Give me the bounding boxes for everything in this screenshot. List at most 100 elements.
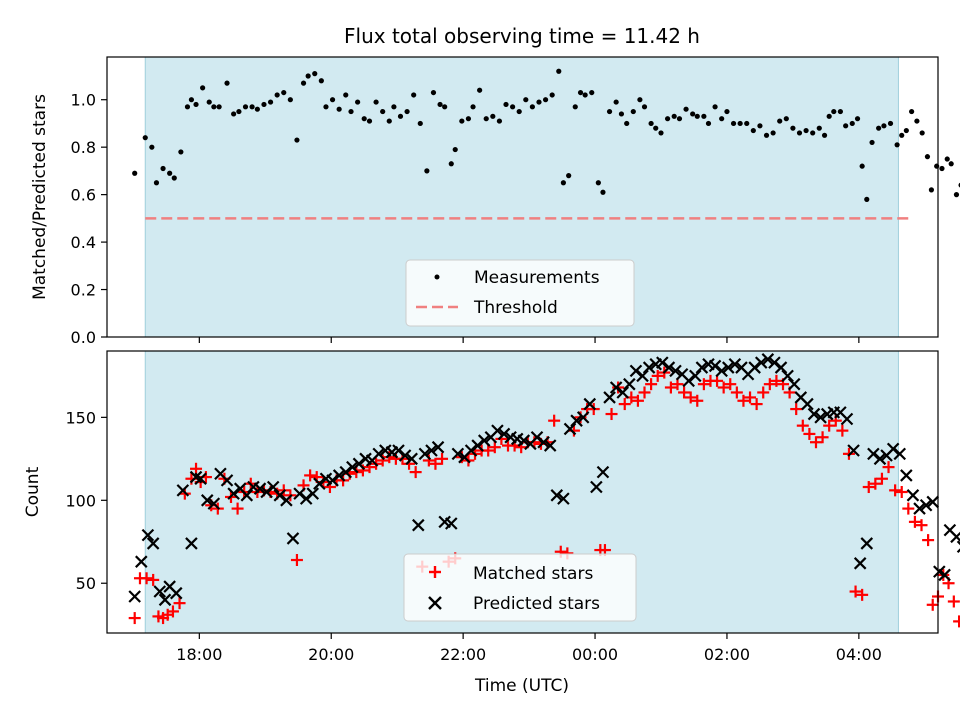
bottom-panel: 50 100 150 18:00 20:00 22:00 00:00 02:00 04:00 C… xyxy=(23,350,960,696)
predicted-star-point xyxy=(425,444,438,457)
measurement-point xyxy=(724,108,730,115)
x-axis-label: Time (UTC) xyxy=(474,676,569,696)
y-tick-label: 0.4 xyxy=(71,233,96,252)
matched-star-point xyxy=(889,484,902,497)
predicted-star-point xyxy=(286,532,300,545)
predicted-star-point xyxy=(158,593,172,607)
matched-star-point xyxy=(231,502,244,515)
predicted-star-point xyxy=(451,447,465,461)
predicted-star-point xyxy=(761,353,775,366)
measurement-point xyxy=(142,135,148,141)
bottom-axes: 50 100 150 18:00 20:00 22:00 00:00 02:00 04:00 xyxy=(65,350,939,664)
measurement-point xyxy=(236,108,242,115)
matched-star-point xyxy=(691,394,704,407)
measurement-point xyxy=(536,99,542,105)
matched-star-point xyxy=(803,427,816,440)
predicted-star-point xyxy=(840,412,854,426)
predicted-star-point xyxy=(280,494,293,507)
measurement-point xyxy=(694,113,700,119)
measurement-point xyxy=(953,192,960,198)
predicted-star-point xyxy=(530,430,544,444)
matched-star-point xyxy=(638,386,651,399)
measurement-point xyxy=(391,104,397,110)
matched-star-point xyxy=(290,554,303,567)
predicted-star-point xyxy=(576,411,590,424)
measurement-point xyxy=(831,108,837,115)
legend-matched-label: Matched stars xyxy=(473,564,593,584)
predicted-star-point xyxy=(128,590,141,603)
matched-star-point xyxy=(429,457,442,470)
predicted-star-point xyxy=(563,422,577,436)
measurement-point xyxy=(837,108,843,115)
measurement-point xyxy=(737,120,743,127)
y-tick-label: 0.8 xyxy=(71,138,96,157)
measurement-point xyxy=(323,104,329,110)
matched-star-point xyxy=(631,394,644,407)
measurement-point xyxy=(770,130,776,136)
measurement-point xyxy=(366,118,373,124)
measurement-point xyxy=(664,116,671,122)
matched-star-point xyxy=(922,534,935,547)
measurement-point xyxy=(153,180,160,186)
top-legend: Measurements Threshold xyxy=(405,259,635,327)
predicted-stars-points xyxy=(128,353,960,607)
y-tick-label: 0.6 xyxy=(71,186,96,205)
predicted-star-point xyxy=(332,469,346,482)
measurement-point xyxy=(193,101,199,108)
matched-star-point xyxy=(548,414,561,427)
predicted-star-point xyxy=(913,502,926,515)
legend-matched-marker xyxy=(429,566,441,578)
matched-star-point xyxy=(409,466,422,479)
measurement-point xyxy=(606,108,613,115)
matched-star-point xyxy=(902,502,915,515)
measurement-point xyxy=(876,125,882,131)
y-tick-label: 100 xyxy=(65,491,96,510)
x-tick-label: 22:00 xyxy=(440,645,486,664)
measurement-point xyxy=(676,116,683,122)
matched-star-point xyxy=(849,585,862,598)
predicted-star-point xyxy=(306,487,320,500)
predicted-star-point xyxy=(787,377,801,391)
predicted-star-point xyxy=(669,364,682,378)
predicted-star-point xyxy=(860,537,874,550)
measurement-point xyxy=(560,180,566,186)
measurement-point xyxy=(777,118,783,124)
top-y-axis-label: Matched/Predicted stars xyxy=(30,94,50,300)
bottom-legend-box xyxy=(403,553,637,622)
measurement-point xyxy=(281,89,287,96)
predicted-star-point xyxy=(583,397,597,411)
predicted-star-point xyxy=(517,434,531,447)
measurement-point xyxy=(705,120,712,127)
predicted-star-point xyxy=(708,359,722,373)
measurement-point xyxy=(928,187,935,193)
matched-star-point xyxy=(730,386,743,399)
predicted-star-point xyxy=(194,472,207,486)
legend-measurement-marker xyxy=(434,274,440,280)
measurement-point xyxy=(683,106,689,112)
measurement-point xyxy=(160,165,166,172)
legend-predicted-marker xyxy=(428,596,442,610)
measurement-point xyxy=(523,97,529,103)
predicted-star-point xyxy=(950,530,960,544)
measurement-point xyxy=(796,130,803,136)
predicted-star-point xyxy=(176,484,190,497)
measurement-point xyxy=(211,104,217,110)
matched-star-point xyxy=(147,573,160,586)
measurement-point xyxy=(783,116,789,122)
measurement-point xyxy=(690,111,696,117)
predicted-star-point xyxy=(570,414,583,427)
predicted-star-point xyxy=(616,386,630,399)
x-tick-label: 20:00 xyxy=(308,645,354,664)
measurement-point xyxy=(300,80,307,86)
matched-star-point xyxy=(618,398,631,411)
bottom-y-axis-label: Count xyxy=(23,466,43,517)
matched-star-point xyxy=(664,381,677,394)
measurement-point xyxy=(437,101,443,108)
predicted-star-point xyxy=(774,361,788,374)
predicted-star-point xyxy=(185,537,198,550)
predicted-star-point xyxy=(754,356,768,369)
measurement-point xyxy=(826,113,832,119)
measurement-point xyxy=(373,99,379,105)
measurement-point xyxy=(224,80,230,86)
matched-star-point xyxy=(816,431,829,444)
